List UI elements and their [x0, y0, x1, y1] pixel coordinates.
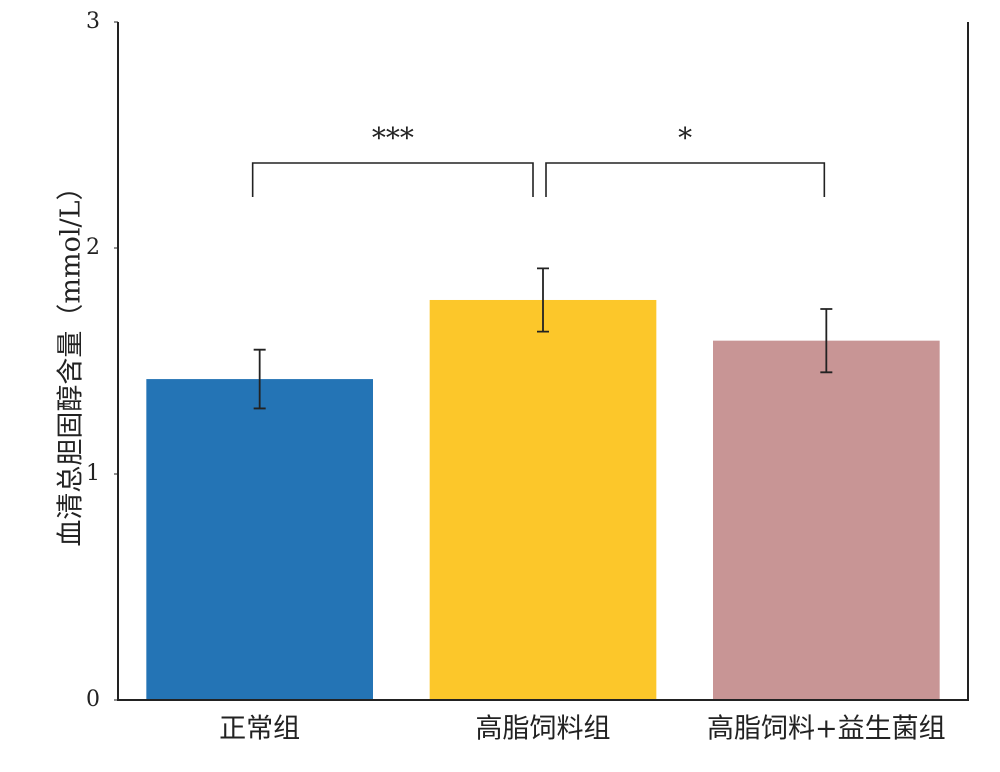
bar	[146, 379, 373, 700]
y-axis-label: 血清总胆固醇含量（mmol/L）	[56, 173, 87, 546]
error-bar	[537, 267, 549, 333]
significance-label: *	[678, 122, 692, 155]
y-tick-label: 3	[86, 9, 100, 34]
bar	[429, 299, 657, 700]
axes	[117, 22, 969, 701]
error-bar	[820, 308, 833, 374]
y-tick-label: 1	[86, 461, 100, 486]
significance-label: ***	[372, 122, 414, 155]
x-tick-label: 高脂饲料组	[476, 714, 611, 745]
significance-bracket	[545, 162, 826, 197]
bar	[713, 340, 940, 700]
x-tick-label: 正常组	[219, 714, 300, 745]
error-bar	[253, 348, 266, 410]
y-tick-label: 0	[86, 687, 100, 712]
significance-bracket	[251, 162, 534, 197]
y-tick-label: 2	[86, 235, 100, 260]
x-tick-label: 高脂饲料+益生菌组	[707, 714, 946, 745]
